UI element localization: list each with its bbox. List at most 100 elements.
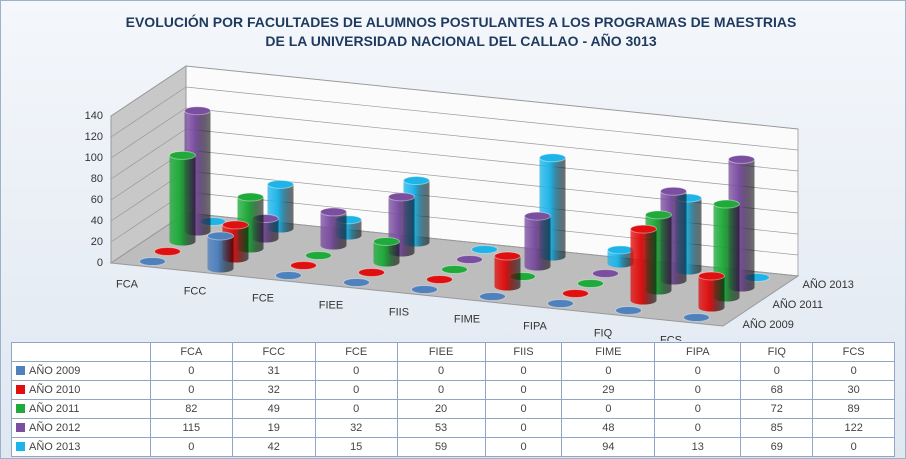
column [607, 245, 634, 268]
table-cell: 0 [561, 399, 656, 419]
column-top [494, 251, 521, 261]
depth-label: AÑO 2009 [743, 318, 794, 331]
grid-line [110, 107, 799, 172]
column [305, 251, 332, 260]
column-top [592, 269, 619, 278]
table-cell: 0 [150, 380, 233, 400]
table-cell: 32 [231, 380, 316, 400]
table-cell: 69 [740, 437, 814, 457]
column [320, 207, 347, 250]
column-top [713, 199, 740, 209]
column-top [343, 278, 370, 287]
legend-swatch [16, 442, 25, 451]
column-top [698, 271, 725, 281]
column-top [630, 224, 657, 234]
column-top [237, 192, 264, 202]
column [169, 150, 196, 246]
y-tick-label: 80 [91, 173, 103, 185]
column-top [388, 192, 415, 202]
table-cell: 0 [484, 399, 563, 419]
column [683, 313, 710, 322]
column-header: FCA [150, 342, 233, 362]
table-cell: 30 [812, 380, 895, 400]
column-header: FCE [314, 342, 398, 362]
column [411, 285, 438, 294]
table-cell: 29 [561, 380, 656, 400]
table-cell: 0 [314, 380, 398, 400]
legend-entry: AÑO 2009 [11, 361, 151, 381]
column [426, 275, 453, 284]
table-cell: 89 [812, 399, 895, 419]
column-top [169, 150, 196, 160]
column [154, 247, 181, 256]
column-body [169, 155, 196, 246]
table-cell: 0 [812, 361, 895, 381]
table-cell: 0 [484, 361, 563, 381]
legend-entry: AÑO 2011 [11, 399, 151, 419]
table-cell: 0 [150, 361, 233, 381]
column [494, 251, 521, 291]
table-cell: 42 [231, 437, 316, 457]
column [343, 278, 370, 287]
column-header: FCS [812, 342, 895, 362]
column-top [471, 245, 498, 254]
column-top [607, 245, 634, 255]
column-body [207, 235, 234, 273]
column-top [539, 153, 566, 163]
x-tick-label: FCC [184, 285, 207, 297]
x-tick-label: FCS [660, 334, 682, 341]
column-body [630, 229, 657, 305]
column [471, 245, 498, 254]
x-tick-label: FIQ [594, 327, 613, 339]
legend-entry: AÑO 2012 [11, 418, 151, 438]
table-cell: 122 [812, 418, 895, 438]
column-top [373, 237, 400, 246]
x-tick-label: FIME [454, 313, 480, 325]
table-cell: 15 [314, 437, 398, 457]
column [698, 271, 725, 312]
x-tick-label: FIPA [523, 320, 547, 332]
column-top [222, 220, 249, 230]
column-top [547, 299, 574, 308]
y-tick-label: 40 [91, 215, 103, 227]
table-cell: 0 [396, 361, 486, 381]
legend-entry: AÑO 2013 [11, 437, 151, 457]
legend-swatch [16, 366, 25, 375]
grid-line [110, 65, 799, 130]
column [524, 211, 551, 271]
column-header: FIPA [654, 342, 742, 362]
column-top [441, 265, 468, 274]
table-row: AÑO 2011 82 49 0 20 0 0 0 72 89 [11, 399, 895, 419]
column-body [494, 256, 521, 291]
column-top [320, 207, 347, 217]
legend-label: AÑO 2009 [29, 365, 81, 377]
column-body [373, 241, 400, 267]
column-header: FIQ [740, 342, 814, 362]
legend-label: AÑO 2013 [29, 441, 81, 453]
column-top [683, 313, 710, 322]
column [139, 257, 166, 266]
table-cell: 0 [561, 361, 656, 381]
table-cell: 0 [654, 361, 742, 381]
column-top [154, 247, 181, 256]
column-header: FIIS [484, 342, 563, 362]
column-top [267, 179, 294, 189]
column [630, 224, 657, 305]
column-top [562, 289, 589, 298]
column-top [411, 285, 438, 294]
depth-label: AÑO 2011 [773, 298, 824, 311]
legend-swatch [16, 404, 25, 413]
y-tick-label: 60 [91, 194, 103, 206]
table-cell: 48 [561, 418, 656, 438]
column [441, 265, 468, 274]
y-tick-label: 0 [97, 257, 103, 269]
table-cell: 31 [231, 361, 316, 381]
column [358, 268, 385, 277]
table-cell: 0 [812, 437, 895, 457]
column [290, 261, 317, 270]
legend-label: AÑO 2010 [29, 384, 81, 396]
table-cell: 19 [231, 418, 316, 438]
table-cell: 0 [654, 418, 742, 438]
column-top [479, 292, 506, 301]
column-body [320, 211, 347, 250]
